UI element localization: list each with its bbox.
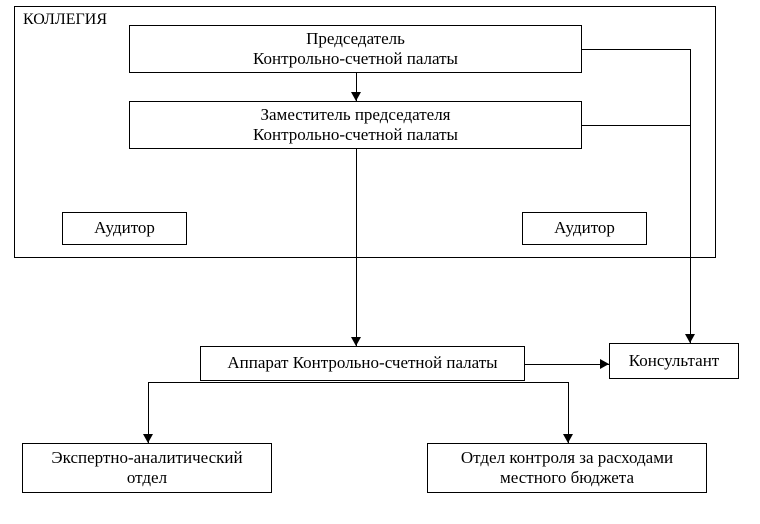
auditor1-label: Аудитор: [94, 218, 155, 238]
dept1-box: Экспертно-аналитический отдел: [22, 443, 272, 493]
connector-vertical: [690, 49, 691, 343]
arrowhead-down-icon: [685, 334, 695, 343]
connector-horizontal: [582, 125, 690, 126]
dept2-line2: местного бюджета: [500, 468, 634, 488]
chairman-box: Председатель Контрольно-счетной палаты: [129, 25, 582, 73]
auditor2-label: Аудитор: [554, 218, 615, 238]
auditor1-box: Аудитор: [62, 212, 187, 245]
connector-horizontal: [148, 382, 568, 383]
arrowhead-down-icon: [563, 434, 573, 443]
deputy-line2: Контрольно-счетной палаты: [253, 125, 458, 145]
chairman-line1: Председатель: [306, 29, 405, 49]
arrowhead-down-icon: [143, 434, 153, 443]
collegium-label: КОЛЛЕГИЯ: [23, 11, 107, 29]
apparatus-box: Аппарат Контрольно-счетной палаты: [200, 346, 525, 381]
connector-horizontal: [582, 49, 690, 50]
arrowhead-right-icon: [600, 359, 609, 369]
deputy-line1: Заместитель председателя: [261, 105, 451, 125]
connector-vertical: [356, 149, 357, 346]
arrowhead-down-icon: [351, 92, 361, 101]
org-chart: КОЛЛЕГИЯ Председатель Контрольно-счетной…: [0, 0, 760, 524]
deputy-box: Заместитель председателя Контрольно-счет…: [129, 101, 582, 149]
arrowhead-down-icon: [351, 337, 361, 346]
dept1-line1: Экспертно-аналитический: [51, 448, 242, 468]
dept2-line1: Отдел контроля за расходами: [461, 448, 673, 468]
apparatus-label: Аппарат Контрольно-счетной палаты: [227, 353, 497, 373]
auditor2-box: Аудитор: [522, 212, 647, 245]
chairman-line2: Контрольно-счетной палаты: [253, 49, 458, 69]
consultant-box: Консультант: [609, 343, 739, 379]
dept2-box: Отдел контроля за расходами местного бюд…: [427, 443, 707, 493]
dept1-line2: отдел: [127, 468, 167, 488]
consultant-label: Консультант: [629, 351, 719, 371]
connector-horizontal: [525, 364, 609, 365]
